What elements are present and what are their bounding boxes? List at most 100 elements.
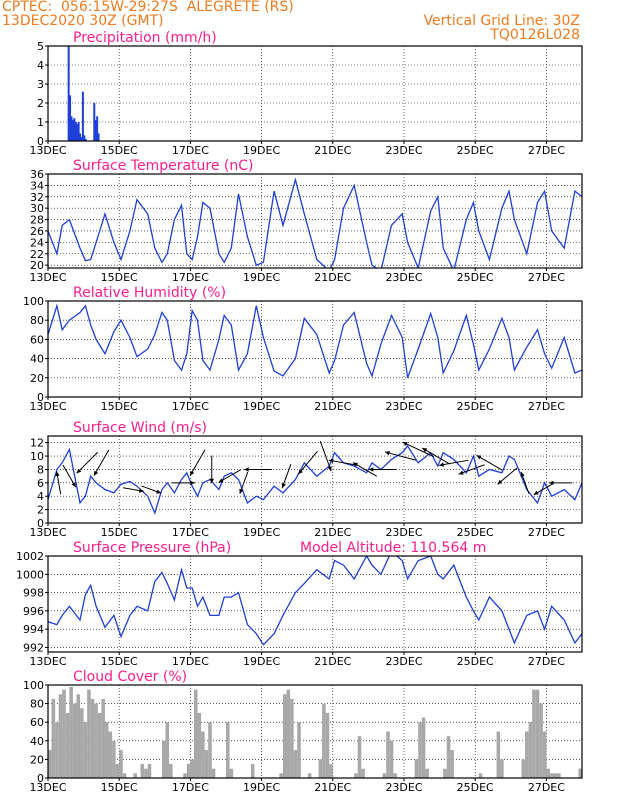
wind-arrow	[218, 469, 241, 483]
data-bar	[539, 703, 543, 778]
data-bar	[421, 717, 426, 778]
data-bar	[144, 768, 148, 778]
data-bar	[83, 135, 86, 141]
data-bar	[542, 731, 547, 778]
wind-arrow	[209, 455, 214, 484]
data-bar	[211, 768, 216, 778]
y-tick-label: 36	[30, 168, 44, 181]
x-tick-label: 13DEC	[29, 655, 66, 668]
x-tick-label: 19DEC	[243, 781, 280, 794]
data-bar	[69, 95, 72, 141]
data-bar	[140, 764, 145, 778]
y-tick-label: 998	[23, 587, 44, 600]
y-tick-label: 10	[30, 450, 44, 463]
x-tick-label: 27DEC	[528, 400, 565, 413]
wind-arrow	[76, 451, 99, 474]
data-bar	[354, 773, 358, 778]
panel-pressure: 992 994 996 998 1000 1002 13DEC 15DEC 17DEC 19DEC…	[16, 540, 583, 668]
y-tick-label: 8	[37, 463, 44, 476]
data-bar	[425, 768, 429, 778]
x-tick-label: 13DEC	[29, 400, 66, 413]
y-tick-label: 100	[23, 679, 44, 692]
data-bar	[393, 773, 397, 778]
y-tick-label: 22	[30, 248, 44, 261]
data-bar	[71, 120, 74, 141]
data-bar	[147, 764, 152, 778]
y-tick-label: 60	[30, 716, 44, 729]
y-tick-label: 0	[37, 772, 44, 785]
data-bar	[77, 122, 80, 141]
data-bar	[382, 773, 387, 778]
panel-humidity: 0 20 40 60 80 100 13DEC 15DEC 17DEC 19DEC 21DEC 23D…	[23, 285, 583, 413]
data-bar	[197, 712, 202, 778]
data-bar	[535, 689, 540, 778]
x-tick-label: 27DEC	[528, 271, 565, 284]
wind-arrow	[123, 487, 144, 493]
data-bar	[62, 689, 66, 778]
x-tick-label: 27DEC	[528, 144, 565, 157]
x-tick-label: 15DEC	[101, 400, 138, 413]
wind-arrow	[352, 462, 378, 477]
data-bar	[79, 133, 82, 141]
plot-frame	[47, 173, 583, 269]
y-tick-label: 1002	[16, 550, 44, 563]
series-line	[48, 556, 582, 646]
y-tick-label: 992	[23, 641, 44, 654]
data-bar	[80, 137, 83, 141]
x-tick-label: 23DEC	[385, 144, 422, 157]
data-bar	[90, 698, 95, 778]
data-bar	[293, 750, 298, 778]
panel-title: Surface Wind (m/s)	[73, 420, 207, 436]
wind-arrow	[402, 441, 434, 458]
data-bar	[414, 759, 419, 778]
data-bar	[96, 116, 99, 141]
data-bar	[108, 731, 113, 778]
y-tick-label: 3	[37, 78, 44, 91]
data-bar	[357, 736, 362, 778]
x-tick-label: 25DEC	[457, 781, 494, 794]
y-tick-label: 4	[37, 490, 44, 503]
x-tick-label: 25DEC	[457, 655, 494, 668]
data-bar	[361, 768, 365, 778]
data-bar	[450, 750, 454, 778]
x-tick-label: 15DEC	[101, 144, 138, 157]
data-bar	[521, 759, 526, 778]
x-tick-label: 19DEC	[243, 526, 280, 539]
data-bar	[250, 764, 255, 778]
wind-arrow	[297, 451, 318, 475]
wind-arrow	[239, 471, 249, 494]
plot-frame	[47, 555, 583, 653]
wind-arrow	[328, 458, 359, 466]
x-tick-label: 17DEC	[172, 526, 209, 539]
y-tick-label: 26	[30, 225, 44, 238]
data-bar	[279, 773, 283, 778]
x-tick-label: 13DEC	[29, 144, 66, 157]
data-bar	[322, 703, 326, 778]
wind-arrow	[520, 471, 530, 494]
x-tick-label: 17DEC	[172, 655, 209, 668]
data-bar	[73, 118, 76, 141]
data-bar	[446, 736, 451, 778]
y-tick-label: 24	[30, 236, 44, 249]
data-bar	[478, 773, 483, 778]
x-tick-label: 17DEC	[172, 144, 209, 157]
data-bar	[500, 759, 504, 778]
data-bar	[72, 703, 77, 778]
data-bar	[329, 764, 333, 778]
data-bar	[208, 722, 212, 778]
x-tick-label: 15DEC	[101, 781, 138, 794]
x-tick-label: 25DEC	[457, 271, 494, 284]
data-bar	[325, 712, 330, 778]
x-tick-label: 21DEC	[314, 655, 351, 668]
wind-arrow	[439, 459, 469, 467]
y-tick-label: 40	[30, 735, 44, 748]
wind-arrow	[384, 451, 417, 461]
x-tick-label: 23DEC	[385, 655, 422, 668]
plot-frame	[47, 684, 583, 779]
data-bar	[307, 773, 312, 778]
data-bar	[549, 773, 554, 778]
data-bar	[161, 740, 166, 778]
data-bar	[115, 764, 120, 778]
